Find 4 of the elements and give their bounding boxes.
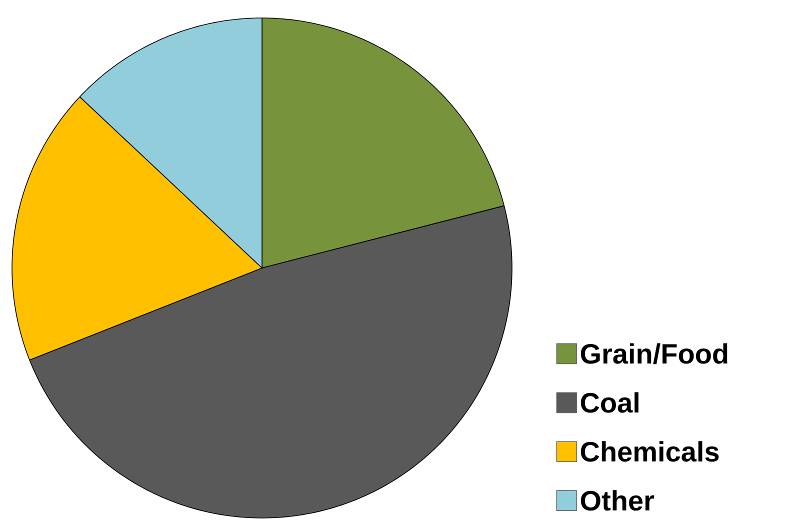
legend-label: Other — [580, 490, 654, 511]
legend-label: Grain/Food — [580, 343, 728, 364]
legend-label: Coal — [580, 392, 638, 413]
legend-label: Chemicals — [580, 441, 719, 462]
